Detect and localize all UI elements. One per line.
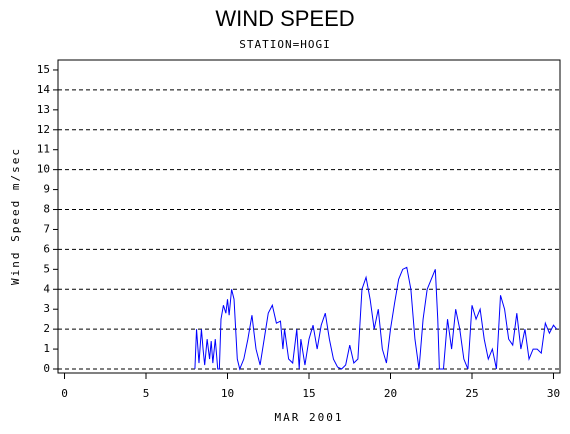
x-tick-label: 30 — [547, 387, 560, 400]
y-tick-label: 3 — [43, 302, 50, 315]
y-tick-label: 5 — [43, 262, 50, 275]
chart-title: WIND SPEED — [215, 6, 354, 31]
y-tick-label: 15 — [37, 63, 50, 76]
plot-frame — [57, 59, 561, 374]
y-tick-label: 13 — [37, 103, 50, 116]
y-tick-label: 9 — [43, 183, 50, 196]
y-tick-label: 1 — [43, 342, 50, 355]
y-tick-label: 8 — [43, 203, 50, 216]
y-tick-label: 2 — [43, 322, 50, 335]
y-tick-label: 7 — [43, 222, 50, 235]
y-tick-label: 0 — [43, 362, 50, 375]
y-tick-label: 6 — [43, 242, 50, 255]
x-axis-label: MAR 2001 — [275, 411, 344, 424]
y-axis-label: Wind Speed m/sec — [9, 147, 22, 285]
y-tick-label: 4 — [43, 282, 50, 295]
x-tick-label: 10 — [221, 387, 234, 400]
chart-subtitle: STATION=HOGI — [239, 38, 330, 51]
y-tick-label: 11 — [37, 143, 50, 156]
y-tick-label: 10 — [37, 163, 50, 176]
wind-line — [194, 266, 558, 371]
x-tick-label: 15 — [302, 387, 315, 400]
y-tick-label: 14 — [37, 83, 51, 96]
x-tick-label: 0 — [61, 387, 68, 400]
y-tick-label: 12 — [37, 123, 50, 136]
x-tick-label: 25 — [465, 387, 478, 400]
x-tick-label: 20 — [384, 387, 397, 400]
x-tick-label: 5 — [143, 387, 150, 400]
